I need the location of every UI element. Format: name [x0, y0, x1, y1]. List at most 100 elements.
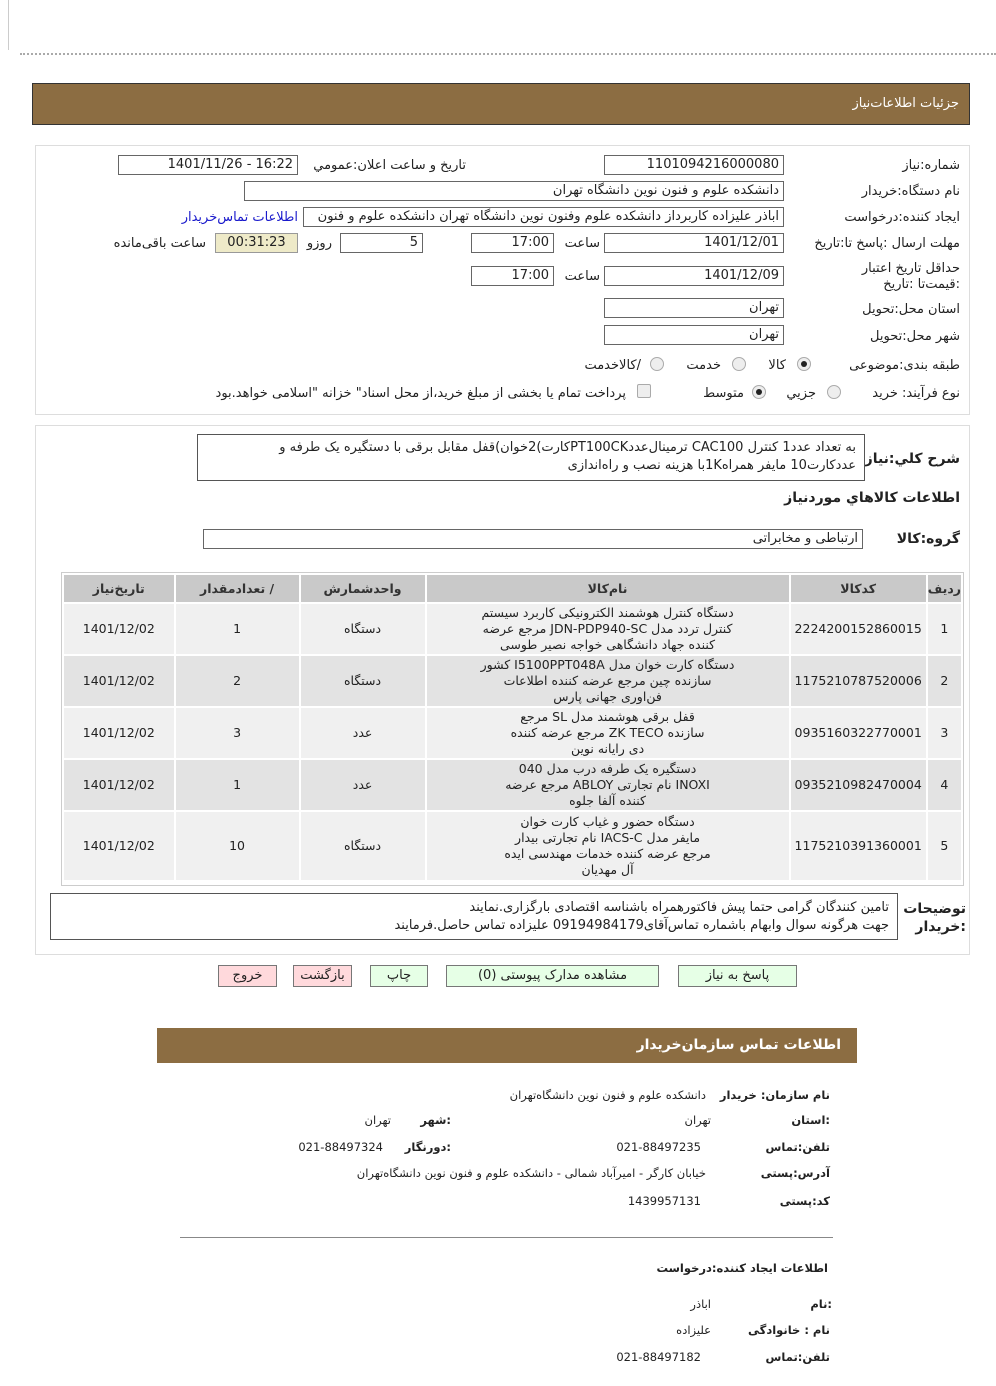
divider [20, 53, 996, 55]
cell-date: 1401/12/02 [64, 656, 174, 706]
days-label: روزو [306, 236, 332, 251]
treasury-payment-checkbox[interactable] [637, 384, 651, 398]
fax-value: 021-88497324 [298, 1140, 383, 1154]
process-radio-minor[interactable] [827, 385, 841, 399]
cell-unit: عدد [300, 760, 425, 810]
table-row: 1 2224200152860015 دستگاه کنترل هوشمند الک… [64, 604, 961, 654]
creator-family-value: علیزاده [676, 1323, 711, 1337]
cell-qty: 10 [175, 812, 299, 880]
item-name-line: دی رایانه نوین [570, 741, 645, 756]
th-row: ردیف [927, 575, 961, 602]
days-field: 5 [340, 233, 423, 253]
process-radio-medium[interactable] [752, 385, 766, 399]
table-row: 2 1175210787520006 دستگاه کارت خوان مدل I5… [64, 656, 961, 706]
category-radio-goods-service[interactable] [650, 357, 664, 371]
city-contact-value: تهران [364, 1113, 392, 1127]
contact-divider [180, 1237, 833, 1238]
cell-code: 0935210982470004 [790, 760, 926, 810]
cell-code: 0935160322770001 [790, 708, 926, 758]
item-name-line: قفل برقی هوشمند مدل SL مرجع [520, 709, 695, 724]
process-medium-label: متوسط [703, 386, 744, 401]
process-minor-label: جزيي [786, 386, 816, 401]
validity-date-field: 1401/12/09 [604, 266, 784, 286]
cell-date: 1401/12/02 [64, 760, 174, 810]
item-name-line: آل مهدیان [581, 862, 634, 877]
summary-label: شرح کلي:نیاز [864, 451, 960, 467]
category-radio-service[interactable] [732, 357, 746, 371]
page-header: جزئیات اطلاعات‌نیاز [32, 83, 970, 125]
print-button[interactable]: چاپ [370, 965, 428, 987]
item-name-line: دستگاه حضور و غیاب کارت خوان [520, 814, 695, 829]
province-field: تهران [604, 298, 784, 318]
cell-name: دستگیره یک طرفه درب مدل 040 INOXI نام تجا… [426, 760, 789, 810]
item-name-line: مرجع عرضه کننده خدمات مهندسی ایده [504, 846, 711, 861]
validity-time-label: ساعت [564, 269, 600, 284]
notes-label-2: :خریدار [915, 919, 966, 935]
phone-contact-label: تلفن:تماس [765, 1140, 830, 1154]
cell-qty: 1 [175, 604, 299, 654]
city-contact-label: :شهر [420, 1113, 451, 1127]
notes-line-1: تامین کنندگان گرامی حتما پیش فاکتورهمراه… [469, 900, 889, 915]
deadline-time-field: 17:00 [471, 233, 554, 253]
cell-qty: 2 [175, 656, 299, 706]
address-label: آدرس:پستی [760, 1166, 830, 1180]
goods-title: اطلاعات کالاهاي موردنیاز [784, 490, 960, 506]
cell-date: 1401/12/02 [64, 812, 174, 880]
category-goods-service-label: /کالاخدمت [584, 358, 641, 373]
org-value: دانشکده علوم و فنون نوین دانشگاه‌تهران [509, 1088, 706, 1102]
view-attachments-button[interactable]: مشاهده مدارک پیوستی (0) [446, 965, 659, 987]
contact-title: اطلاعات تماس سازمان‌خریدار [636, 1037, 841, 1053]
cell-name: دستگاه کنترل هوشمند الکترونیکی کاربرد سی… [426, 604, 789, 654]
cell-name: قفل برقی هوشمند مدل SL مرجع سازنده ZK TEC… [426, 708, 789, 758]
category-service-label: خدمت [686, 358, 721, 373]
postal-value: 1439957131 [627, 1194, 701, 1208]
cell-row: 3 [927, 708, 961, 758]
announce-label: تاریخ و ساعت اعلان:عمومي [313, 158, 466, 173]
cell-qty: 1 [175, 760, 299, 810]
creator-phone-label: تلفن:تماس [765, 1350, 830, 1364]
cell-date: 1401/12/02 [64, 604, 174, 654]
cell-qty: 3 [175, 708, 299, 758]
cell-row: 1 [927, 604, 961, 654]
creator-family-label: نام : خانوادگی [748, 1323, 830, 1337]
item-name-line: مایفر مدل IACS-C نام تجارتی بیدار [515, 830, 701, 845]
summary-line-2: عددکارت10 مایفر همراه1Kبا هزینه نصب و را… [567, 458, 856, 473]
buyer-contact-link[interactable]: اطلاعات تماس‌خریدار [181, 210, 298, 225]
cell-unit: دستگاه [300, 812, 425, 880]
notes-line-2: جهت هرگونه سوال وابهام باشماره تماس‌آقای… [394, 918, 889, 933]
goods-table: ردیف کدکالا نام‌کالا واحدشمارش / تعدادمق… [62, 573, 963, 882]
remaining-time: 00:31:23 [215, 233, 298, 253]
exit-button[interactable]: خروج [218, 965, 277, 987]
creator-label: ایجاد کننده:درخواست [844, 210, 960, 225]
process-label: نوع فرآیند: خرید [872, 386, 960, 401]
announce-field: 1401/11/26 - 16:22 [118, 155, 298, 175]
category-radio-goods[interactable] [797, 357, 811, 371]
notes-box: تامین کنندگان گرامی حتما پیش فاکتورهمراه… [50, 893, 898, 940]
cell-name: دستگاه حضور و غیاب کارت خوان مایفر مدل IA… [426, 812, 789, 880]
item-name-line: فن‌اوری جهانی پارس [553, 689, 662, 704]
province-contact-value: تهران [684, 1113, 712, 1127]
item-name-line: INOXI نام تجارتی ABLOY مرجع عرضه [505, 777, 710, 792]
th-date: تاریخ‌نیاز [64, 575, 174, 602]
reply-button[interactable]: پاسخ به نیاز [678, 965, 797, 987]
summary-line-1: به تعداد عدد1 کنترل CAC100 ترمینال‌عددPT… [279, 440, 856, 455]
cell-unit: دستگاه [300, 656, 425, 706]
buyer-field: دانشکده علوم و فنون نوین دانشگاه تهران [244, 181, 784, 201]
goods-table-wrap: ردیف کدکالا نام‌کالا واحدشمارش / تعدادمق… [61, 572, 964, 886]
fax-label: :دورنگار [404, 1140, 451, 1154]
remaining-label: ساعت باقی‌مانده [113, 236, 206, 251]
validity-label: حداقل تاریخ اعتبار :قیمت‌تا :تاریخ [861, 261, 960, 292]
creator-field: اباذر علیزاده کاربرداز دانشکده علوم وفنو… [303, 207, 784, 227]
table-row: 3 0935160322770001 قفل برقی هوشمند مدل SL … [64, 708, 961, 758]
goods-group-field: ارتباطی و مخابراتی [203, 529, 863, 549]
cell-code: 2224200152860015 [790, 604, 926, 654]
notes-label-1: توضیحات [903, 901, 966, 917]
cell-row: 5 [927, 812, 961, 880]
item-name-line: سازنده ZK TECO مرجع عرضه کننده [510, 725, 705, 740]
buyer-label: نام دستگاه:خریدار [861, 184, 960, 199]
summary-box: به تعداد عدد1 کنترل CAC100 ترمینال‌عددPT… [197, 434, 865, 481]
validity-time-field: 17:00 [471, 266, 554, 286]
cell-unit: دستگاه [300, 604, 425, 654]
address-value: خیابان کارگر - امیرآباد شمالی - دانشکده … [356, 1166, 706, 1180]
back-button[interactable]: بازگشت [293, 965, 352, 987]
